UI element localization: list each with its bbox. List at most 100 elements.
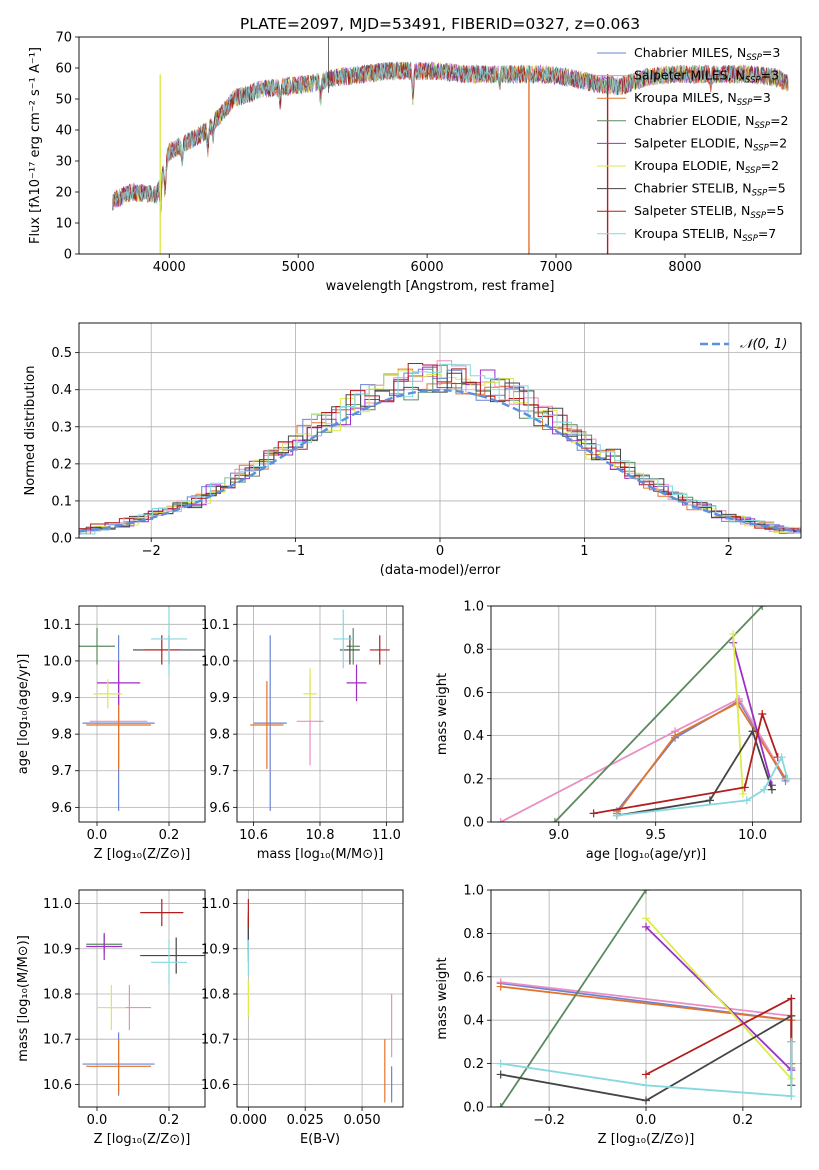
x-tick-label: 0.2 (733, 1113, 754, 1128)
weight-series-line (500, 697, 787, 822)
y-tick-label: 10.9 (43, 942, 72, 957)
y-tick-label: 50 (55, 93, 72, 108)
mass-vs-z-frame (78, 889, 206, 1108)
x-tick-label: 10.0 (738, 828, 767, 843)
weight-series-marker (783, 774, 792, 783)
legend-label-count: =2 (761, 158, 779, 173)
y-tick-label: 10.1 (201, 618, 230, 633)
histograms (79, 360, 801, 535)
y-tick-label: 0.0 (51, 532, 72, 547)
age-vs-mass-frame (236, 605, 404, 823)
legend-label-text: Salpeter ELODIE, N (634, 135, 753, 150)
y-tick-label: 1.0 (463, 884, 484, 899)
y-tick-label: 10.7 (201, 1033, 230, 1048)
weight-series-marker (496, 1070, 505, 1079)
y-tick-label: 9.9 (209, 691, 230, 706)
legend-label-subscript: SSP (745, 166, 761, 176)
weight-series-line (616, 702, 787, 814)
y-tick-label: 9.7 (209, 764, 230, 779)
y-tick-label: 10.9 (201, 942, 230, 957)
x-tick-label: 0.000 (230, 1113, 267, 1128)
weight-vs-age-series (496, 606, 792, 822)
y-tick-label: 0 (64, 248, 72, 263)
weight-series-marker (496, 1103, 505, 1107)
x-axis-label: age [log₁₀(age/yr)] (586, 847, 707, 862)
y-tick-label: 9.8 (51, 728, 72, 743)
y-tick-label: 70 (55, 31, 72, 46)
age-vs-mass-axes: 10.6 10.8 11.0 9.6 9.7 9.8 9.9 10.0 10.1 mass [lo… (201, 606, 403, 862)
weight-series-line (499, 890, 647, 1107)
y-tick-label: 40 (55, 124, 72, 139)
age-vs-z-points (79, 606, 205, 812)
residuals-axes: −2 −1 0 1 2 0.0 0.1 0.2 0.3 0.4 0.5 (data-model)/er… (23, 323, 801, 578)
y-tick-label: 0.0 (463, 816, 484, 831)
y-tick-label: 10.6 (43, 1078, 72, 1093)
legend-label-text: Chabrier STELIB, N (634, 181, 752, 196)
legend-label-text: Salpeter STELIB, N (634, 203, 750, 218)
legend-label-text: Kroupa MILES, N (634, 90, 737, 105)
y-axis-label: age [log₁₀(age/yr)] (16, 654, 31, 775)
y-tick-label: 9.9 (51, 691, 72, 706)
y-axis-label: mass weight (435, 673, 450, 755)
y-tick-label: 0.6 (463, 686, 484, 701)
x-tick-label: 0.2 (159, 828, 180, 843)
y-tick-label: 0.0 (463, 1101, 484, 1116)
x-axis-label: E(B-V) (300, 1132, 340, 1147)
gaussian-curve (79, 388, 801, 533)
x-tick-label: 6000 (411, 260, 444, 275)
weight-series-marker (642, 1096, 650, 1105)
y-tick-label: 10 (55, 217, 72, 232)
legend-label-subscript: SSP (752, 189, 768, 199)
weight-series-marker (758, 710, 767, 718)
residuals-frame (78, 322, 802, 539)
x-axis-label: mass [log₁₀(M/M⊙)] (257, 847, 384, 862)
weight-series-marker (589, 809, 598, 818)
legend-label: Chabrier STELIB, NSSP=5 (634, 181, 786, 199)
mass-vs-ebv-points (247, 899, 393, 1103)
y-tick-label: 0.1 (51, 494, 72, 509)
mass-vs-ebv-axes: 0.000 0.025 0.050 10.6 10.7 10.8 10.9 11.0 E(B-V… (201, 890, 403, 1147)
weight-series-marker (496, 818, 505, 822)
x-tick-label: 9.5 (645, 828, 666, 843)
weight-series-marker (612, 811, 621, 820)
y-tick-label: 9.7 (51, 764, 72, 779)
y-tick-label: 10.7 (43, 1033, 72, 1048)
weight-series-marker (642, 922, 650, 931)
weight-series-line (645, 997, 793, 1076)
weight-series-marker (642, 1070, 650, 1079)
x-tick-label: 4000 (153, 260, 186, 275)
weight-series-marker (738, 789, 747, 798)
x-tick-label: −2 (142, 544, 161, 559)
x-tick-label: 0 (436, 544, 444, 559)
weight-series-marker (729, 630, 738, 639)
legend-label-subscript: SSP (754, 121, 770, 131)
x-tick-label: 8000 (668, 260, 701, 275)
x-tick-label: 0.0 (87, 1113, 108, 1128)
x-axis-label: Z [log₁₀(Z/Z⊙)] (94, 847, 191, 862)
y-tick-label: 9.8 (209, 728, 230, 743)
weight-series-line (554, 606, 763, 822)
weight-series-marker (496, 982, 505, 991)
x-axis-label: Z [log₁₀(Z/Z⊙)] (598, 1132, 695, 1147)
y-tick-label: 0.2 (51, 457, 72, 472)
x-axis-label: wavelength [Angstrom, rest frame] (326, 279, 555, 294)
y-tick-label: 10.1 (43, 618, 72, 633)
weight-vs-z-series (496, 890, 796, 1107)
weight-series-marker (742, 796, 751, 805)
y-tick-label: 9.6 (209, 801, 230, 816)
x-tick-label: 2 (725, 544, 733, 559)
legend-label-text: Kroupa ELODIE, N (634, 158, 745, 173)
mass-vs-ebv-frame (236, 889, 404, 1108)
y-tick-label: 0.4 (463, 1014, 484, 1029)
weight-vs-age-frame (490, 605, 802, 823)
y-tick-label: 0.8 (463, 927, 484, 942)
legend-label: Chabrier MILES, NSSP=3 (634, 45, 780, 63)
spectrum-lines (112, 37, 789, 254)
x-tick-label: 0.050 (343, 1113, 380, 1128)
x-axis-label: (data-model)/error (380, 563, 501, 578)
age-vs-z-frame (78, 605, 206, 823)
y-tick-label: 0.4 (463, 729, 484, 744)
weight-series-marker (787, 1037, 796, 1046)
y-tick-label: 9.6 (51, 801, 72, 816)
